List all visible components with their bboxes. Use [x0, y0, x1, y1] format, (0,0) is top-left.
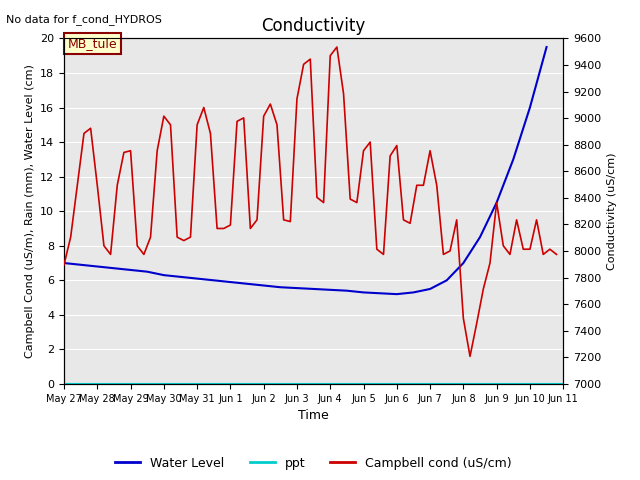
Text: MB_tule: MB_tule [67, 37, 117, 50]
Legend: Water Level, ppt, Campbell cond (uS/cm): Water Level, ppt, Campbell cond (uS/cm) [110, 452, 517, 475]
Y-axis label: Conductivity (uS/cm): Conductivity (uS/cm) [607, 153, 617, 270]
Y-axis label: Campbell Cond (uS/m), Rain (mm), Water Level (cm): Campbell Cond (uS/m), Rain (mm), Water L… [24, 64, 35, 358]
Title: Conductivity: Conductivity [262, 17, 365, 36]
Text: No data for f_cond_HYDROS: No data for f_cond_HYDROS [6, 14, 163, 25]
X-axis label: Time: Time [298, 409, 329, 422]
